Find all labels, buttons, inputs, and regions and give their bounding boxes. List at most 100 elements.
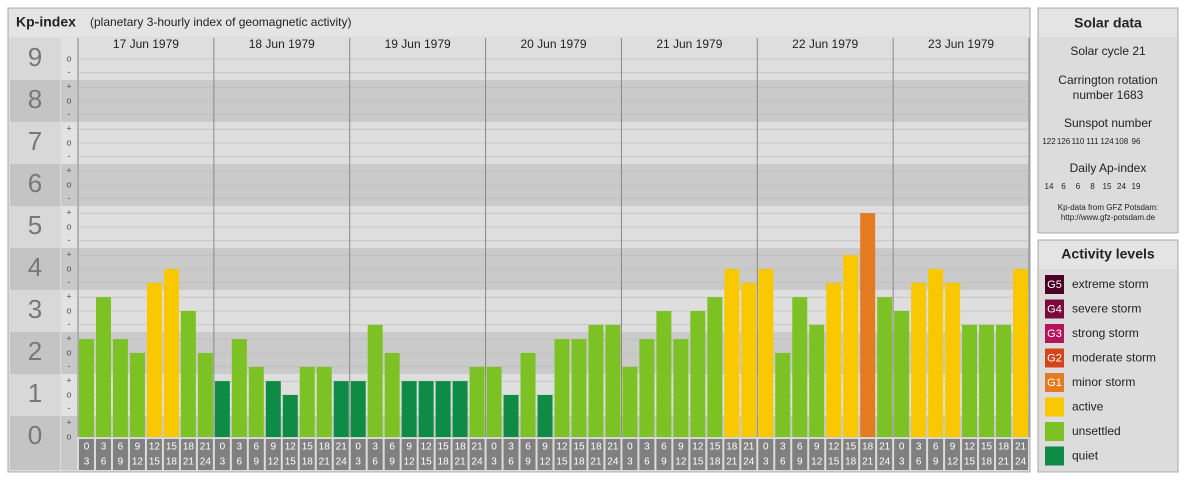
bar bbox=[333, 381, 349, 437]
hour-box bbox=[95, 439, 111, 470]
hour-label: 21 bbox=[998, 457, 1010, 468]
solar-panel bbox=[1037, 7, 1179, 234]
bar bbox=[996, 324, 1012, 437]
hour-label: 6 bbox=[933, 442, 939, 453]
hour-label: 21 bbox=[726, 457, 738, 468]
hour-label: 9 bbox=[814, 442, 820, 453]
hour-label: 15 bbox=[964, 457, 976, 468]
legend-swatch bbox=[1045, 446, 1064, 466]
y-minor-label: + bbox=[66, 82, 71, 92]
hour-label: 3 bbox=[101, 442, 107, 453]
ap-value: 15 bbox=[1103, 182, 1112, 191]
bar bbox=[673, 339, 689, 437]
y-minor-label: - bbox=[68, 193, 71, 203]
hour-label: 18 bbox=[302, 457, 314, 468]
minor-band bbox=[61, 38, 77, 80]
label-band bbox=[10, 164, 60, 206]
bar bbox=[979, 324, 995, 437]
hour-label: 6 bbox=[101, 457, 107, 468]
hour-label: 9 bbox=[525, 457, 531, 468]
y-minor-label: - bbox=[68, 151, 71, 161]
hour-box bbox=[588, 439, 604, 470]
hour-box bbox=[384, 439, 400, 470]
hour-box bbox=[639, 439, 655, 470]
bar bbox=[231, 339, 247, 437]
hour-box bbox=[367, 439, 383, 470]
hour-box bbox=[741, 439, 757, 470]
bar bbox=[707, 297, 723, 437]
hour-box bbox=[996, 439, 1012, 470]
hour-label: 9 bbox=[661, 457, 667, 468]
hour-label: 15 bbox=[709, 442, 721, 453]
hour-box bbox=[928, 439, 944, 470]
hour-label: 18 bbox=[709, 457, 721, 468]
y-minor-label: o bbox=[66, 137, 71, 147]
day-label: 22 Jun 1979 bbox=[792, 37, 858, 51]
hour-label: 9 bbox=[678, 442, 684, 453]
hour-box bbox=[146, 439, 162, 470]
bar bbox=[129, 353, 145, 437]
hour-box bbox=[843, 439, 859, 470]
hour-label: 6 bbox=[237, 457, 243, 468]
hour-box bbox=[690, 439, 706, 470]
ap-value: 6 bbox=[1076, 182, 1081, 191]
y-minor-label: + bbox=[66, 292, 71, 302]
hour-label: 9 bbox=[389, 457, 395, 468]
hour-box bbox=[503, 439, 519, 470]
bar bbox=[384, 353, 400, 437]
hour-label: 3 bbox=[237, 442, 243, 453]
hour-label: 6 bbox=[644, 457, 650, 468]
hour-box bbox=[180, 439, 196, 470]
panel-title: Solar data bbox=[1074, 15, 1142, 31]
y-tick-label: 3 bbox=[28, 294, 42, 324]
hour-label: 12 bbox=[404, 457, 416, 468]
minor-band bbox=[61, 374, 77, 416]
hour-label: 21 bbox=[590, 457, 602, 468]
y-tick-label: 9 bbox=[28, 42, 42, 72]
y-minor-label: o bbox=[66, 431, 71, 441]
bar bbox=[503, 395, 519, 437]
hour-box bbox=[214, 439, 230, 470]
hour-label: 0 bbox=[491, 442, 497, 453]
hour-box bbox=[1013, 439, 1028, 470]
legend-badge: G1 bbox=[1047, 377, 1062, 389]
hour-box bbox=[622, 439, 638, 470]
hour-label: 12 bbox=[556, 442, 568, 453]
hour-label: 15 bbox=[573, 442, 585, 453]
minor-band bbox=[61, 416, 77, 470]
bar bbox=[843, 255, 859, 437]
hour-box bbox=[469, 439, 485, 470]
hour-label: 3 bbox=[84, 457, 90, 468]
bar bbox=[639, 339, 655, 437]
legend-swatch bbox=[1045, 324, 1064, 343]
hour-box bbox=[724, 439, 740, 470]
hour-box bbox=[554, 439, 570, 470]
hour-label: 12 bbox=[947, 457, 959, 468]
carrington: Carrington rotation bbox=[1058, 73, 1157, 87]
legend-swatch bbox=[1045, 299, 1064, 319]
y-minor-label: o bbox=[66, 305, 71, 315]
bar bbox=[146, 282, 162, 437]
label-band bbox=[10, 206, 60, 248]
label-band bbox=[10, 374, 60, 416]
bar bbox=[724, 269, 740, 437]
hour-label: 21 bbox=[336, 442, 348, 453]
hour-label: 0 bbox=[84, 442, 90, 453]
hour-box bbox=[758, 439, 774, 470]
y-minor-label: + bbox=[66, 124, 71, 134]
minor-band bbox=[61, 332, 77, 374]
bar bbox=[877, 297, 893, 437]
ap-value: 6 bbox=[1061, 182, 1066, 191]
hour-label: 9 bbox=[797, 457, 803, 468]
sunspot-value: 110 bbox=[1072, 137, 1085, 146]
legend-swatch bbox=[1045, 422, 1064, 441]
bar bbox=[775, 353, 791, 437]
hour-label: 9 bbox=[542, 442, 548, 453]
hour-label: 18 bbox=[455, 442, 467, 453]
legend-label: moderate storm bbox=[1072, 351, 1156, 365]
hour-box bbox=[877, 439, 893, 470]
hour-label: 24 bbox=[879, 457, 891, 468]
legend-swatch bbox=[1045, 373, 1064, 392]
hour-label: 24 bbox=[1015, 457, 1027, 468]
